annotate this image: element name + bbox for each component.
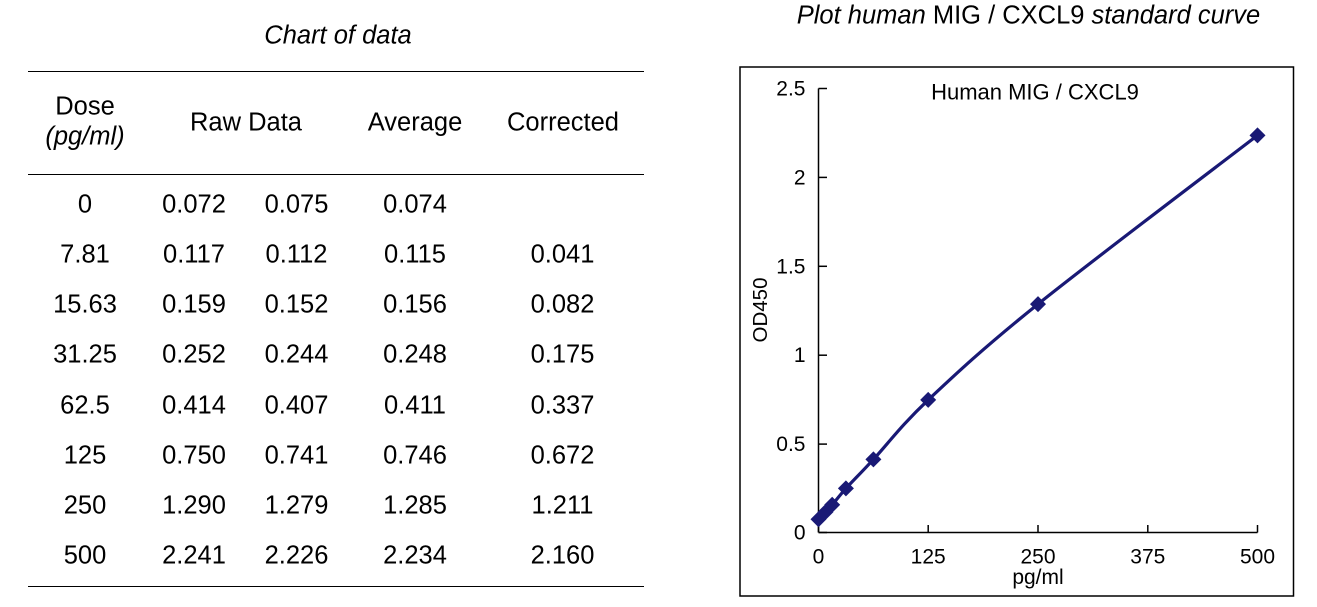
svg-text:500: 500	[1240, 546, 1275, 569]
svg-text:Human MIG / CXCL9: Human MIG / CXCL9	[931, 80, 1139, 105]
svg-text:0.5: 0.5	[776, 433, 805, 456]
svg-text:125: 125	[911, 546, 946, 569]
svg-text:1: 1	[794, 344, 806, 367]
svg-text:pg/ml: pg/ml	[1012, 566, 1063, 589]
svg-text:0: 0	[794, 522, 806, 545]
svg-text:OD450: OD450	[749, 278, 772, 343]
svg-text:250: 250	[1020, 546, 1055, 569]
svg-text:2.5: 2.5	[776, 78, 805, 101]
svg-text:2: 2	[794, 166, 806, 189]
svg-text:0: 0	[813, 546, 825, 569]
svg-text:375: 375	[1130, 546, 1165, 569]
svg-text:1.5: 1.5	[776, 255, 805, 278]
